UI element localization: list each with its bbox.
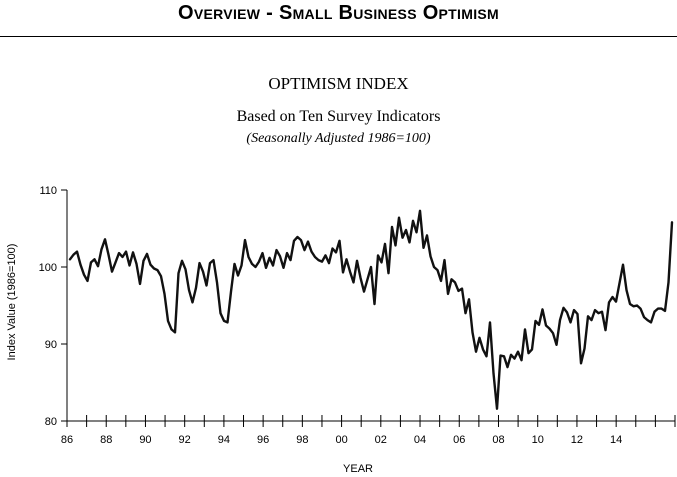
optimism-index-series-line	[68, 209, 674, 410]
y-tick-label: 100	[39, 262, 57, 274]
y-axis: 80 90 100 110	[39, 185, 68, 428]
x-tick-label: 08	[492, 434, 504, 446]
chart-note: (Seasonally Adjusted 1986=100)	[246, 131, 431, 146]
x-tick-label: 02	[375, 434, 387, 446]
chart-subtitle: Based on Ten Survey Indicators	[236, 108, 441, 125]
page-title: Overview - Small Business Optimism	[178, 2, 499, 24]
x-tick-label: 14	[610, 434, 622, 446]
x-tick-label: 88	[100, 434, 112, 446]
x-tick-label: 94	[218, 434, 230, 446]
x-tick-label: 10	[532, 434, 544, 446]
header-divider	[0, 36, 677, 37]
chart-title: OPTIMISM INDEX	[268, 74, 409, 93]
y-tick-label: 80	[45, 416, 57, 428]
x-tick-label: 92	[179, 434, 191, 446]
x-tick-label: 96	[257, 434, 269, 446]
y-tick-label: 110	[39, 185, 57, 197]
x-tick-label: 86	[61, 434, 73, 446]
x-axis: 86 88 90 92 94 96 98 00 02 04 06 08 10 12 14	[61, 415, 676, 446]
x-tick-label: 90	[139, 434, 151, 446]
y-tick-label: 90	[45, 339, 57, 351]
x-axis-label: YEAR	[343, 463, 373, 475]
x-tick-label: 06	[453, 434, 465, 446]
y-axis-label: Index Value (1986=100)	[6, 244, 18, 361]
x-tick-label: 04	[414, 434, 426, 446]
x-tick-label: 98	[296, 434, 308, 446]
x-tick-label: 12	[571, 434, 583, 446]
x-tick-label: 00	[335, 434, 347, 446]
